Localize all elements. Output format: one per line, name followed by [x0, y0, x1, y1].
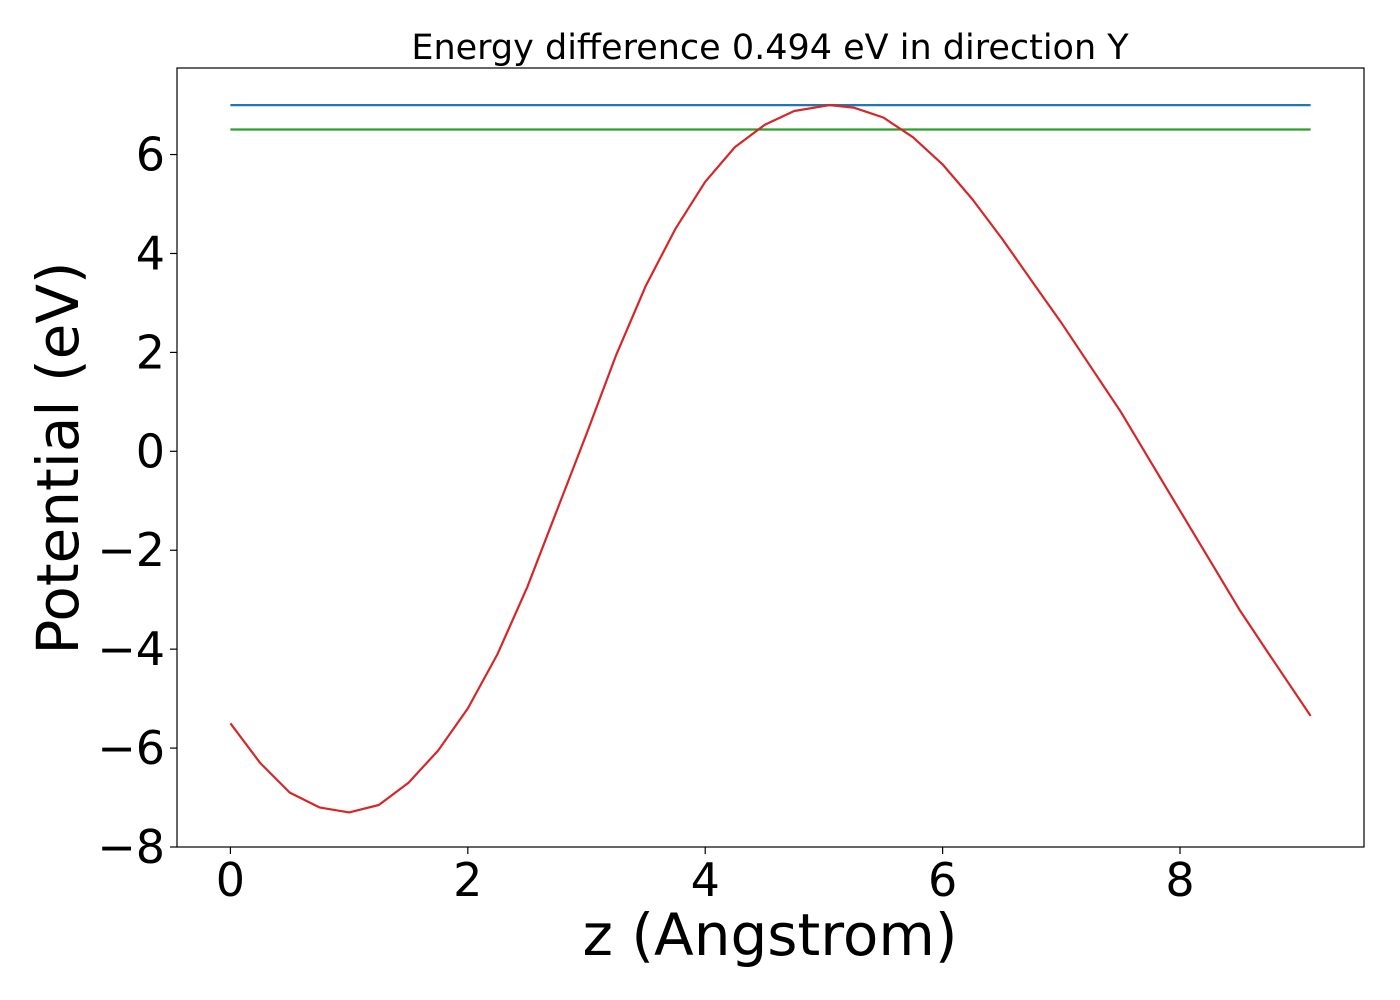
y-tick-label: −2: [97, 523, 165, 577]
y-tick-label: −8: [97, 820, 165, 874]
x-axis-label: z (Angstrom): [583, 901, 958, 969]
plot-area: [176, 67, 1365, 848]
chart-title: Energy difference 0.494 eV in direction …: [411, 28, 1129, 68]
y-tick-label: −6: [97, 721, 165, 775]
series-layer: [229, 103, 1312, 814]
x-tick-label: 6: [928, 853, 957, 907]
y-axis-ticks: −8 −6 −4 −2 0 2 4 6: [97, 128, 177, 874]
x-tick-label: 4: [691, 853, 720, 907]
y-tick-label: 0: [136, 424, 165, 478]
y-tick-label: 4: [136, 226, 165, 280]
y-tick-label: 2: [136, 325, 165, 379]
x-axis-ticks: 0 2 4 6 8: [216, 847, 1195, 907]
x-tick-label: 2: [453, 853, 482, 907]
y-axis-label: Potential (eV): [24, 261, 92, 654]
y-tick-label: −4: [97, 622, 165, 676]
x-tick-label: 8: [1165, 853, 1194, 907]
y-tick-label: 6: [136, 128, 165, 182]
x-tick-label: 0: [216, 853, 245, 907]
series-line-2: [229, 103, 1312, 814]
